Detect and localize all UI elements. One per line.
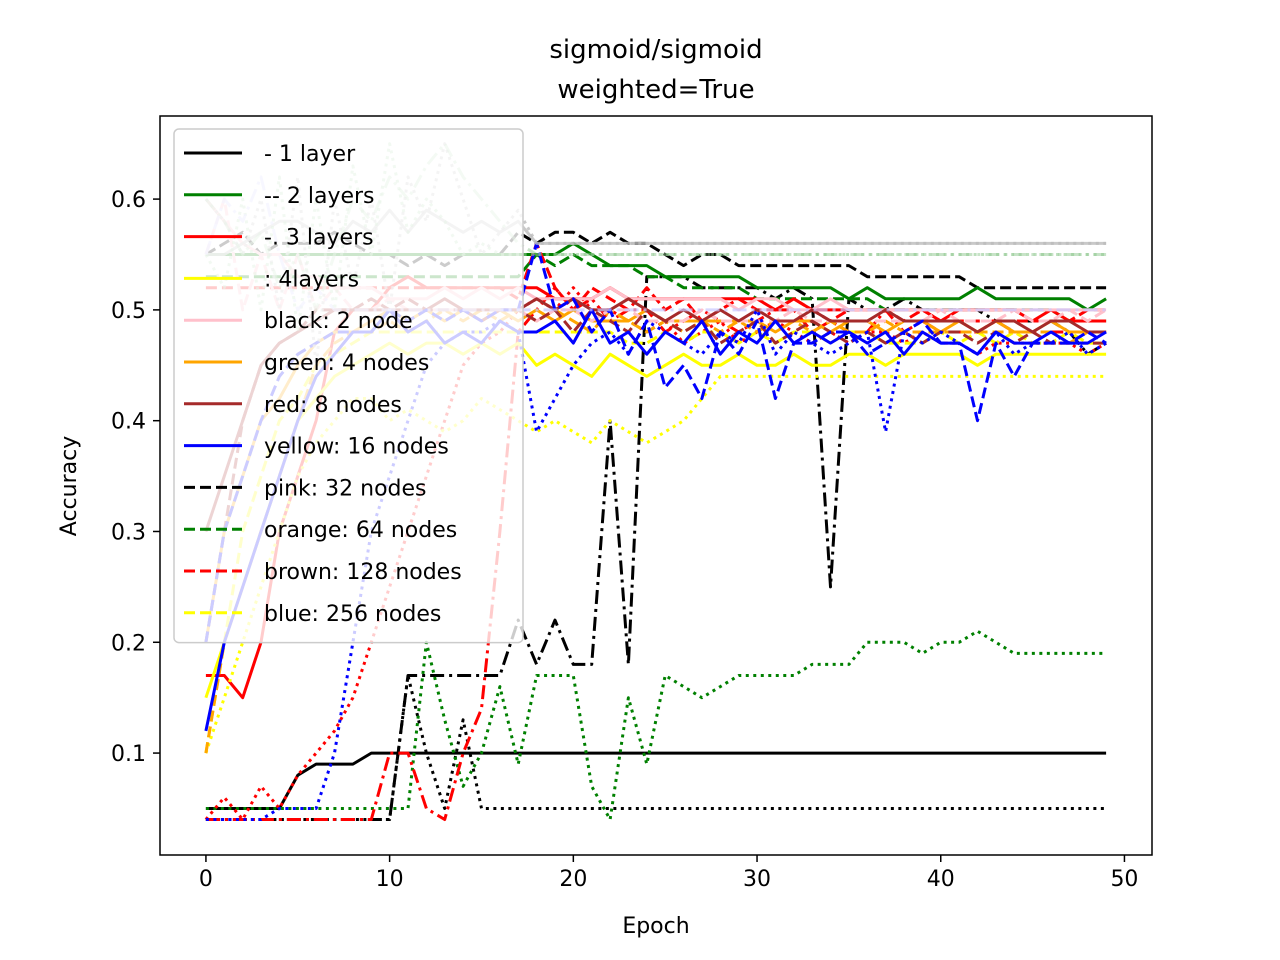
legend-label: - 1 layer	[264, 142, 356, 167]
chart-title: sigmoid/sigmoid	[549, 35, 762, 65]
legend-label: brown: 128 nodes	[264, 560, 462, 585]
series-line-2	[205, 751, 1107, 810]
legend-label: red: 8 nodes	[264, 393, 402, 418]
y-tick-label: 0.1	[111, 742, 146, 767]
legend-label: yellow: 16 nodes	[264, 435, 449, 460]
y-tick-label: 0.3	[111, 520, 146, 545]
legend-label: : 4layers	[264, 267, 359, 292]
legend-label: green: 4 nodes	[264, 351, 429, 376]
legend-label: pink: 32 nodes	[264, 476, 427, 501]
y-axis-label: Accuracy	[57, 436, 82, 536]
legend-label: -- 2 layers	[264, 184, 375, 209]
y-tick-label: 0.2	[111, 631, 146, 656]
series-line-4	[205, 629, 1107, 821]
legend-label: -. 3 layers	[264, 226, 374, 251]
plot-area: 0 10 20 30 40 50 0.1 0.2 0.3 0.4 0.5 0.6 - 1 layer --…	[111, 115, 1153, 892]
x-tick-label: 30	[743, 867, 771, 892]
x-tick-label: 20	[559, 867, 587, 892]
x-axis-label: Epoch	[622, 914, 689, 939]
series-line-0	[205, 674, 1107, 821]
y-tick-label: 0.6	[111, 188, 146, 213]
x-tick-label: 0	[199, 867, 213, 892]
legend-box	[173, 128, 524, 644]
y-tick-label: 0.5	[111, 299, 146, 324]
chart-subtitle: weighted=True	[557, 75, 754, 105]
legend-label: orange: 64 nodes	[264, 518, 457, 543]
x-tick-label: 50	[1110, 867, 1138, 892]
legend-label: black: 2 node	[264, 309, 413, 334]
x-tick-label: 10	[376, 867, 404, 892]
x-tick-label: 40	[927, 867, 955, 892]
y-tick-label: 0.4	[111, 410, 146, 435]
plot-frame	[159, 115, 1153, 856]
legend-label: blue: 256 nodes	[264, 602, 441, 627]
